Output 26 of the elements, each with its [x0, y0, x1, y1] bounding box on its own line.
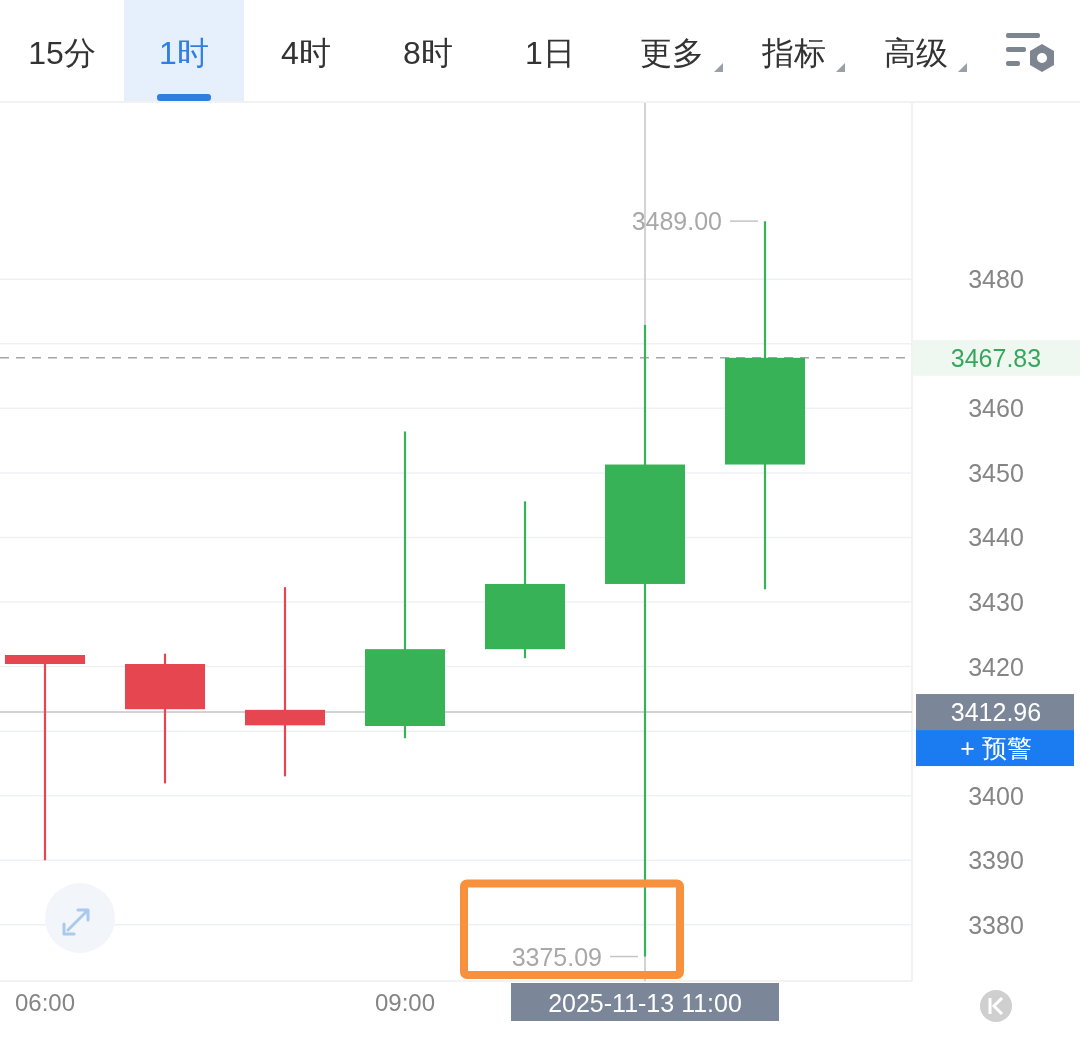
y-tick-label: 3460: [968, 394, 1024, 423]
y-tick-label: 3420: [968, 652, 1024, 681]
y-tick-label: 3380: [968, 910, 1024, 939]
tab-label: 15分: [28, 35, 96, 71]
y-tick-label: 3400: [968, 781, 1024, 810]
x-tick-label: 06:00: [14, 989, 76, 1016]
crosshair-price-label: 3412.96: [950, 698, 1042, 727]
tab-label: 高级: [884, 35, 948, 71]
extreme-label: 3489.00: [631, 207, 722, 236]
ref-line-label: 2025-11-13 11:00: [548, 989, 742, 1017]
y-tick-label: 3390: [968, 846, 1024, 875]
tab-label: 更多: [640, 35, 704, 71]
last-price-label: 3467.83: [950, 343, 1042, 372]
x-tick-label: 09:00: [374, 989, 436, 1016]
tab-label: 1日: [525, 35, 575, 71]
tab-label: 1时: [159, 35, 209, 71]
crosshair-time-label: 2025-11-13 11:00: [511, 983, 779, 1021]
extreme-label: 3375.09: [511, 942, 602, 971]
tab-label: 4时: [281, 35, 331, 71]
y-tick-label: 3430: [968, 588, 1024, 617]
alert-button-label: + 预警: [960, 734, 1032, 763]
y-tick-label: 3450: [968, 458, 1024, 487]
y-tick-label: 3480: [968, 265, 1024, 294]
tab-label: 8时: [403, 35, 453, 71]
y-tick-label: 3440: [968, 523, 1024, 552]
tab-label: 指标: [762, 35, 826, 71]
